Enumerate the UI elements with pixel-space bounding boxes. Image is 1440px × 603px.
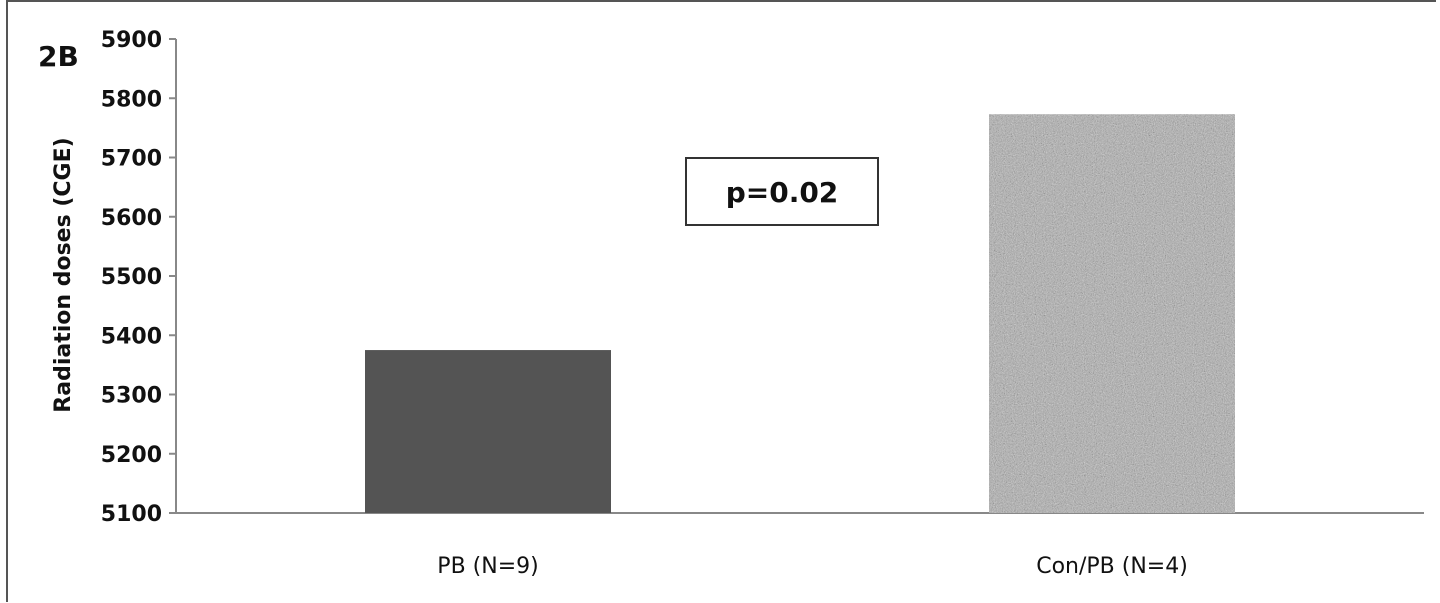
panel-label: 2B	[38, 40, 79, 73]
x-axis-labels: PB (N=9) Con/PB (N=4)	[437, 554, 1188, 579]
y-tick-label: 5300	[101, 384, 162, 409]
p-value-text: p=0.02	[726, 176, 839, 209]
y-axis-title: Radiation doses (CGE)	[51, 137, 76, 412]
bar-1	[365, 350, 611, 513]
y-tick-label: 5900	[101, 28, 162, 53]
y-tick-label: 5800	[101, 87, 162, 112]
y-tick-label: 5600	[101, 206, 162, 231]
y-tick-label: 5400	[101, 324, 162, 349]
y-tick-label: 5700	[101, 147, 162, 172]
y-tick-label: 5500	[101, 265, 162, 290]
y-axis-ticks: 5100 5200 5300 5400 5500 5600 5700 5800 5900	[101, 28, 176, 527]
figure-frame	[6, 0, 1436, 602]
bar-2-texture	[989, 114, 1235, 513]
x-category-label: PB (N=9)	[437, 554, 538, 579]
y-tick-label: 5200	[101, 443, 162, 468]
x-category-label: Con/PB (N=4)	[1036, 554, 1188, 579]
bars	[365, 114, 1235, 513]
y-tick-label: 5100	[101, 502, 162, 527]
p-value-annotation: p=0.02	[685, 157, 879, 226]
